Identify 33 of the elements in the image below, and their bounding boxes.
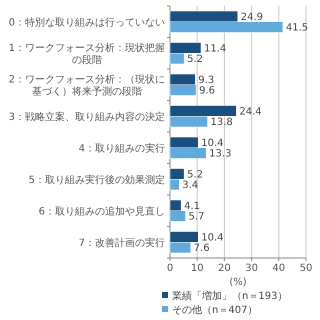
y-tick-label: 2：ワークフォース分析：（現状に基づく）将来予測の段階: [8, 73, 166, 98]
x-tick-label: 0: [166, 263, 174, 274]
x-tick-label: 10: [190, 263, 204, 274]
y-tick-label: 5：取り組み実行後の効果測定: [28, 174, 166, 186]
data-label: 5.2: [187, 169, 204, 180]
data-label: 13.8: [210, 117, 233, 128]
x-tick-label: 30: [245, 263, 258, 274]
y-tick-label: 0：特別な取り組みは行っていない: [8, 16, 166, 28]
data-label: 5.2: [187, 54, 204, 66]
x-axis-title: (%): [229, 277, 247, 288]
data-label: 11.4: [204, 43, 226, 54]
y-tick-label: 4：取り組みの実行: [78, 142, 166, 154]
x-tick-label: 40: [272, 263, 286, 274]
data-label: 41.5: [286, 22, 308, 34]
y-tick-label: 6：取り組みの追加や見直し: [38, 205, 166, 218]
data-label: 4.1: [184, 200, 200, 212]
data-label: 7.6: [194, 243, 210, 254]
x-tick-label: 50: [300, 263, 312, 274]
data-label: 24.4: [239, 106, 262, 118]
x-tick-label: 20: [218, 263, 231, 274]
data-label: 9.6: [199, 86, 216, 97]
data-label: 10.4: [201, 232, 224, 244]
y-tick-label: 3：戦略立案、取り組み内容の決定: [8, 110, 166, 123]
legend-label: 業績「増加」（n＝193）: [172, 290, 288, 302]
data-label: 10.4: [201, 138, 224, 149]
y-tick-label: 1：ワークフォース分析：現状把握の段階: [8, 42, 166, 66]
legend-label: その他（n＝407）: [172, 304, 258, 316]
data-label: 24.9: [240, 12, 263, 23]
data-label: 9.3: [198, 74, 214, 86]
data-label: 3.4: [182, 180, 198, 192]
data-label: 5.7: [188, 212, 204, 223]
y-tick-label: 7：改善計画の実行: [78, 236, 166, 249]
data-label: 13.3: [209, 148, 232, 160]
